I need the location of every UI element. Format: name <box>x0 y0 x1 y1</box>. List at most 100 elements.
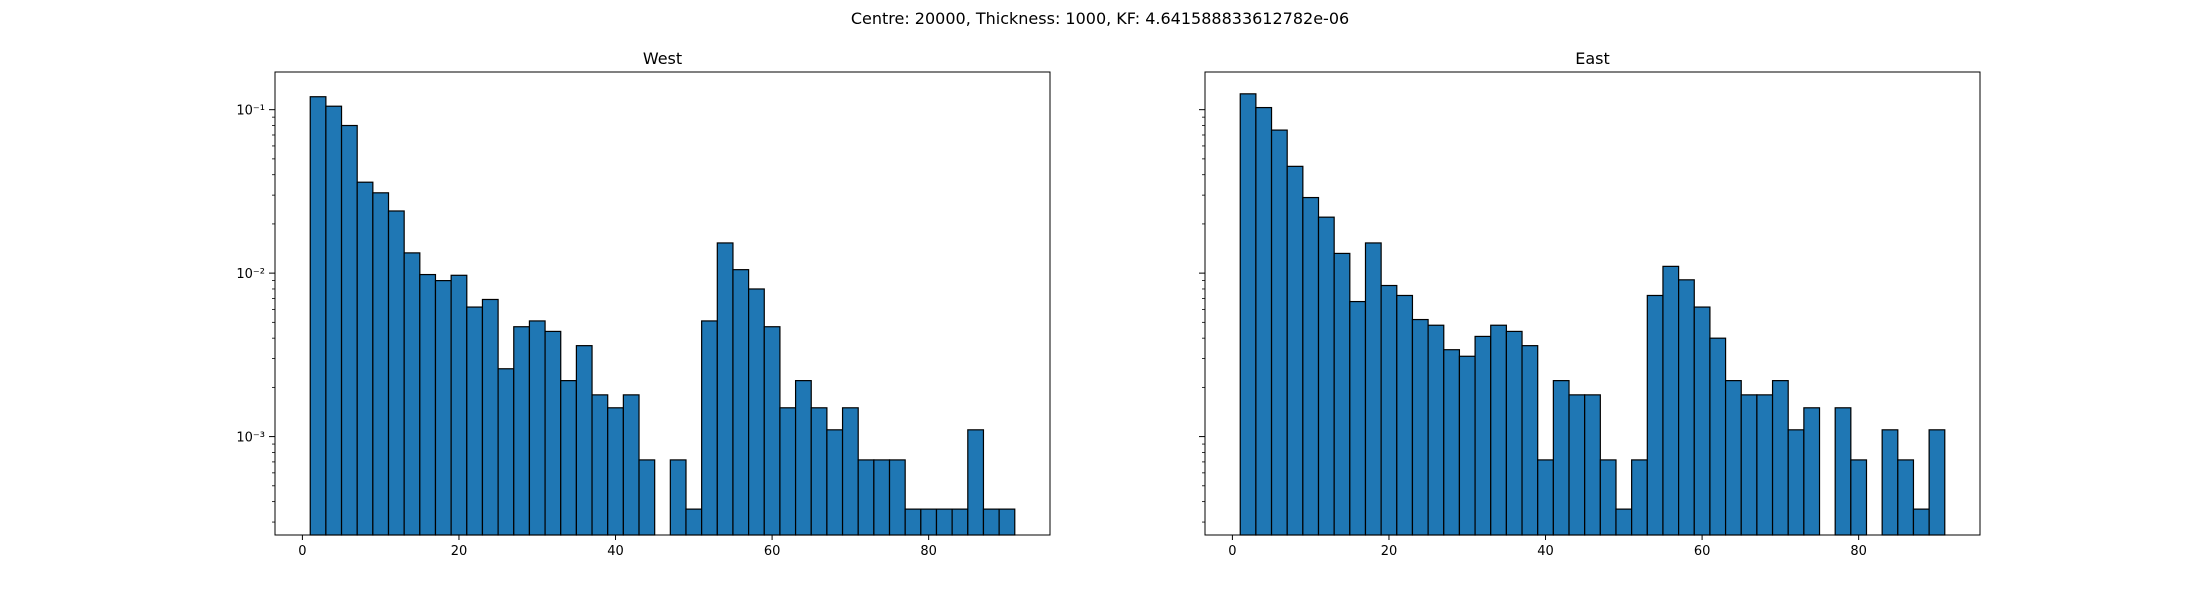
west-x-tick-label: 0 <box>298 544 306 559</box>
west-bar <box>497 368 515 536</box>
west-bar <box>340 124 358 536</box>
west-bar <box>450 274 468 536</box>
east-bars <box>1239 93 1946 536</box>
west-bar <box>309 96 327 536</box>
west-bar <box>888 459 906 536</box>
west-y-tick-label: 10⁻³ <box>236 431 265 446</box>
west-axes-frame <box>274 71 1051 536</box>
west-bar <box>419 273 437 536</box>
east-axes-frame <box>1204 71 1981 536</box>
east-bar <box>1912 508 1930 536</box>
west-bar <box>935 508 953 536</box>
west-bar <box>841 407 859 536</box>
west-bar <box>904 508 922 536</box>
west-bar <box>591 394 609 536</box>
west-x-tick-label: 80 <box>920 544 937 559</box>
west-bar <box>513 326 531 536</box>
east-bar <box>1474 335 1492 536</box>
east-bar <box>1787 429 1805 536</box>
east-bar <box>1411 318 1429 536</box>
east-x-tick-label: 20 <box>1381 544 1398 559</box>
west-x-ticks: 0 20 40 60 80 <box>298 535 937 559</box>
west-bar <box>607 407 624 536</box>
west-bar <box>998 508 1016 536</box>
east-bar <box>1678 279 1695 536</box>
west-bar <box>810 407 828 536</box>
west-title: West <box>643 49 682 68</box>
west-x-tick-label: 40 <box>607 544 624 559</box>
west-bars <box>309 96 1016 536</box>
east-bar <box>1537 459 1554 536</box>
east-bar <box>1568 394 1586 536</box>
west-bar <box>794 380 812 536</box>
west-bar <box>826 429 844 536</box>
east-bar <box>1584 394 1601 536</box>
west-bar <box>575 345 593 536</box>
west-bar <box>951 508 969 536</box>
west-bar <box>622 394 640 536</box>
west-bar <box>560 380 577 536</box>
east-bar <box>1380 284 1398 536</box>
east-bar <box>1317 216 1335 536</box>
east-bar <box>1349 300 1367 536</box>
east-bar <box>1521 345 1539 536</box>
east-bar <box>1897 459 1915 536</box>
east-bar <box>1881 429 1899 536</box>
east-bar <box>1646 294 1664 536</box>
west-y-tick-label: 10⁻¹ <box>236 104 265 119</box>
east-x-tick-label: 60 <box>1694 544 1711 559</box>
east-bar <box>1239 93 1257 536</box>
west-bar <box>544 330 562 536</box>
west-bar <box>434 280 452 536</box>
east-bar <box>1803 407 1821 536</box>
west-bar <box>403 252 421 536</box>
east-bar <box>1771 380 1789 536</box>
west-bar <box>748 288 765 536</box>
east-title: East <box>1575 49 1610 68</box>
east-panel: East 0 20 40 60 80 <box>1199 49 1981 559</box>
east-bar <box>1333 252 1351 536</box>
east-bar <box>1599 459 1617 536</box>
west-bar <box>967 429 985 536</box>
east-bar <box>1364 242 1382 536</box>
west-bar <box>325 105 343 536</box>
west-bar <box>716 242 734 536</box>
east-bar <box>1396 294 1414 536</box>
west-bar <box>982 508 1000 536</box>
east-x-tick-label: 0 <box>1228 544 1236 559</box>
west-bar <box>387 210 405 536</box>
east-bar <box>1631 459 1648 536</box>
east-bar <box>1458 355 1476 536</box>
east-bar <box>1270 129 1288 536</box>
east-bar <box>1693 306 1711 536</box>
west-bar <box>920 508 938 536</box>
west-bar <box>763 326 781 536</box>
west-bar <box>779 407 797 536</box>
west-bar <box>685 508 703 536</box>
east-bar <box>1740 394 1758 536</box>
west-y-tick-label: 10⁻² <box>236 267 265 282</box>
west-bar <box>372 192 390 536</box>
west-bar <box>356 181 374 536</box>
east-bar <box>1928 429 1946 536</box>
east-bar <box>1709 337 1727 536</box>
west-bar <box>638 459 656 536</box>
west-bar <box>857 459 875 536</box>
west-x-tick-label: 60 <box>764 544 781 559</box>
east-bar <box>1302 196 1320 536</box>
west-x-tick-label: 20 <box>451 544 468 559</box>
east-bar <box>1505 330 1523 536</box>
east-y-ticks <box>1199 109 1205 523</box>
east-bar <box>1850 459 1868 536</box>
east-bar <box>1490 324 1507 536</box>
west-y-ticks: 10⁻³ 10⁻² 10⁻¹ <box>236 104 275 523</box>
east-bar <box>1724 380 1742 536</box>
east-bar <box>1615 508 1633 536</box>
west-bar <box>701 320 718 536</box>
east-x-tick-label: 40 <box>1537 544 1554 559</box>
west-bar <box>528 320 546 536</box>
east-bar <box>1756 394 1774 536</box>
west-panel: West 0 20 40 60 80 10⁻³ 10⁻² 10⁻¹ <box>236 49 1051 559</box>
east-x-ticks: 0 20 40 60 80 <box>1228 535 1867 559</box>
